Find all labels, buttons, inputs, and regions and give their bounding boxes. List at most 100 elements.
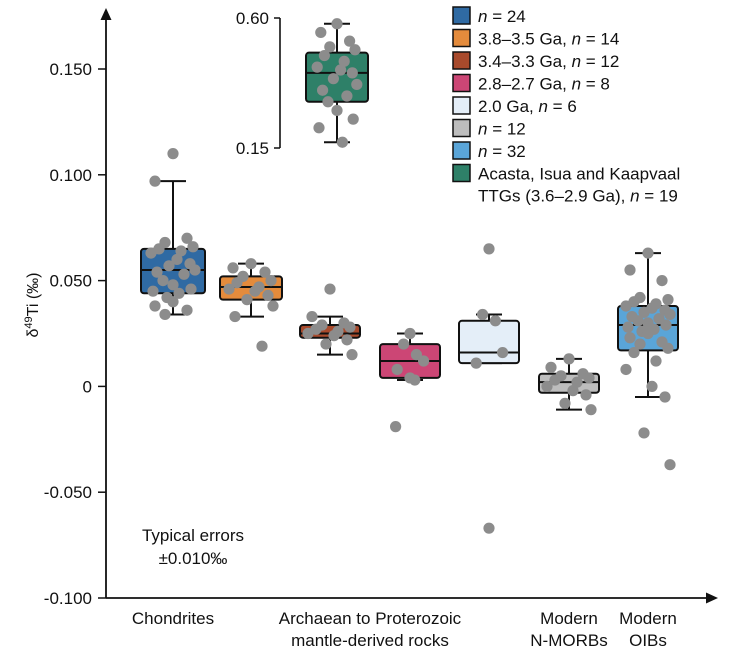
- inset-data-point: [336, 136, 348, 148]
- data-point: [541, 380, 553, 392]
- category-label: Archaean to Proterozoic mantle-derived ro…: [279, 609, 462, 650]
- data-point: [585, 404, 597, 416]
- legend-swatch: [452, 141, 471, 160]
- data-point: [241, 294, 253, 306]
- legend-label: n = 12: [478, 120, 526, 139]
- category-label-line: Modern: [540, 609, 598, 628]
- data-point: [497, 346, 509, 359]
- legend-text: = 14: [581, 30, 619, 49]
- data-point: [404, 327, 416, 340]
- box-5-box: [458, 319, 520, 365]
- data-point: [265, 275, 277, 287]
- data-point: [320, 338, 332, 350]
- data-point: [656, 275, 668, 287]
- y-tick-label: 0.050: [49, 272, 92, 291]
- data-point: [664, 459, 676, 471]
- data-point: [583, 372, 595, 384]
- data-point: [624, 332, 636, 344]
- y-axis-arrowhead: [100, 8, 112, 20]
- inset-data-point: [327, 73, 339, 85]
- data-point: [646, 380, 658, 392]
- data-point: [489, 315, 501, 327]
- category-label: Modern OIBs: [619, 609, 677, 650]
- legend-text: = 12: [487, 120, 525, 139]
- data-point: [181, 232, 193, 244]
- inset-data-point: [341, 90, 353, 102]
- data-point: [418, 355, 430, 367]
- data-point: [256, 340, 268, 352]
- y-tick-label: 0.100: [49, 166, 92, 185]
- y-axis-label-symbol: δ: [25, 329, 42, 338]
- legend-label: 3.4–3.3 Ga, n = 12: [478, 52, 619, 71]
- data-point: [173, 287, 185, 299]
- legend-italic: n: [478, 120, 487, 139]
- inset-data-point: [311, 61, 323, 73]
- legend-italic: n: [478, 7, 487, 26]
- data-point: [163, 260, 175, 272]
- legend-text: 3.8–3.5 Ga,: [478, 30, 572, 49]
- data-point: [151, 266, 163, 278]
- legend-text: = 32: [487, 142, 525, 161]
- data-point: [545, 361, 557, 373]
- data-point: [262, 289, 274, 302]
- legend-label: 3.8–3.5 Ga, n = 14: [478, 30, 619, 49]
- inset-data-point: [331, 104, 343, 117]
- legend-swatch: [452, 6, 471, 25]
- category-label-line: Chondrites: [132, 609, 214, 628]
- data-point: [346, 349, 358, 361]
- data-point: [306, 310, 318, 323]
- legend-text: = 6: [548, 97, 577, 116]
- data-point: [149, 175, 161, 187]
- legend-italic: n: [478, 142, 487, 161]
- data-point: [398, 338, 410, 350]
- y-axis-label-superscript: 49: [23, 316, 35, 328]
- data-point: [185, 283, 197, 295]
- data-point: [341, 334, 353, 346]
- data-point: [390, 421, 402, 433]
- data-point: [559, 397, 571, 409]
- annotation-typical-errors: Typical errors: [142, 526, 244, 545]
- data-point: [549, 374, 561, 386]
- data-point: [622, 321, 634, 333]
- y-tick-label: -0.100: [44, 589, 92, 608]
- inset-data-point: [344, 35, 356, 47]
- inset-tick-label: 0.15: [236, 139, 269, 158]
- data-point: [167, 148, 179, 160]
- data-point: [632, 315, 644, 327]
- legend-swatch: [452, 51, 471, 70]
- data-point: [328, 330, 340, 342]
- inset-data-point: [324, 41, 336, 53]
- legend-text: = 12: [581, 52, 619, 71]
- category-labels: Chondrites Archaean to Proterozoic mantle-…: [132, 609, 677, 650]
- legend-swatch: [452, 118, 471, 138]
- legend-text: 2.0 Ga,: [478, 97, 538, 116]
- data-point: [171, 253, 183, 266]
- legend-swatch: [452, 96, 471, 115]
- inset-data-point: [317, 84, 329, 96]
- legend-text: = 24: [487, 7, 525, 26]
- data-point: [483, 522, 495, 534]
- inset-data-point: [347, 113, 359, 125]
- data-point: [567, 385, 579, 397]
- data-point: [410, 349, 422, 361]
- category-label: Chondrites: [132, 609, 214, 628]
- data-point: [634, 338, 646, 350]
- inset-data-point: [349, 44, 361, 56]
- data-point: [149, 300, 161, 312]
- data-point: [324, 283, 336, 295]
- inset-tick-label: 0.60: [236, 9, 269, 28]
- data-point: [571, 376, 583, 388]
- data-point: [470, 357, 482, 369]
- legend-italic: n: [572, 30, 581, 49]
- inset-data-point: [335, 64, 347, 76]
- axes: [100, 8, 718, 604]
- legend-text: Acasta, Isua and Kaapvaal: [478, 165, 680, 184]
- legend-italic: n: [630, 187, 639, 206]
- data-point: [259, 266, 271, 278]
- x-axis-arrowhead: [706, 592, 718, 604]
- y-ticks: 0.150 0.100 0.050 0 -0.050 -0.100: [44, 60, 106, 608]
- inset-data-point: [315, 26, 327, 39]
- data-point: [662, 342, 674, 354]
- annotation-error-value: ±0.010‰: [159, 549, 228, 568]
- legend-italic: n: [572, 52, 581, 71]
